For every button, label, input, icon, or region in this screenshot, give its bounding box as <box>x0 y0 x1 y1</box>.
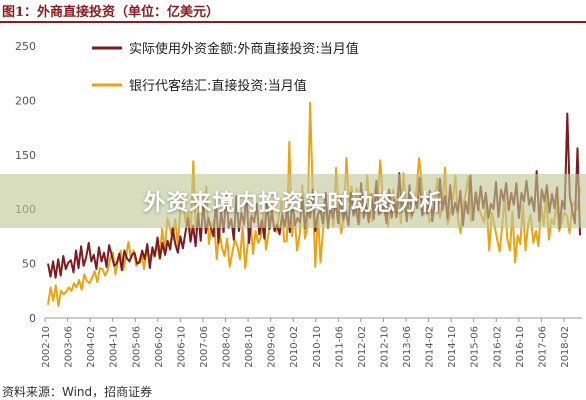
x-tick-label: 2016-02 <box>492 326 503 368</box>
x-tick-label: 2002-10 <box>41 326 52 368</box>
x-tick-label: 2006-02 <box>154 326 165 368</box>
x-tick-label: 2006-10 <box>176 326 187 368</box>
x-tick-label: 2007-06 <box>199 326 210 368</box>
x-tick-label: 2011-06 <box>334 326 345 368</box>
x-tick-label: 2012-02 <box>357 326 368 368</box>
overlay-banner: 外资来境内投资实时动态分析 <box>0 174 586 228</box>
x-tick-label: 2013-06 <box>402 326 413 368</box>
x-tick-label: 2015-06 <box>470 326 481 368</box>
x-tick-label: 2012-10 <box>379 326 390 368</box>
x-tick-label: 2018-02 <box>560 326 571 368</box>
banner-title: 外资来境内投资实时动态分析 <box>143 191 443 216</box>
y-tick-label: 0 <box>29 312 36 325</box>
figure-title: 图1：外商直接投资（单位：亿美元） <box>2 5 220 20</box>
y-tick-label: 150 <box>15 149 36 162</box>
x-tick-label: 2017-06 <box>537 326 548 368</box>
legend-label: 实际使用外资金额:外商直接投资:当月值 <box>129 41 359 57</box>
legend-label: 银行代客结汇:直接投资:当月值 <box>129 78 307 94</box>
x-tick-label: 2008-10 <box>244 326 255 368</box>
x-tick-label: 2010-10 <box>312 326 323 368</box>
x-tick-label: 2003-06 <box>64 326 75 368</box>
x-tick-label: 2005-06 <box>131 326 142 368</box>
x-tick-label: 2014-10 <box>447 326 458 368</box>
x-tick-label: 2014-02 <box>425 326 436 368</box>
y-tick-label: 250 <box>15 40 36 53</box>
x-tick-label: 2004-02 <box>86 326 97 368</box>
y-tick-label: 50 <box>22 258 36 271</box>
x-tick-label: 2016-10 <box>515 326 526 368</box>
x-tick-label: 2009-06 <box>267 326 278 368</box>
x-tick-label: 2004-10 <box>109 326 120 368</box>
y-tick-label: 200 <box>15 94 36 107</box>
source-note: 资料来源：Wind，招商证券 <box>2 385 153 399</box>
title-rule <box>0 21 586 23</box>
x-tick-label: 2010-02 <box>289 326 300 368</box>
x-axis: 2002-10 2003-06 2004-02 2004-10 2005-06 2006-… <box>41 317 582 368</box>
x-tick-label: 2008-02 <box>222 326 233 368</box>
